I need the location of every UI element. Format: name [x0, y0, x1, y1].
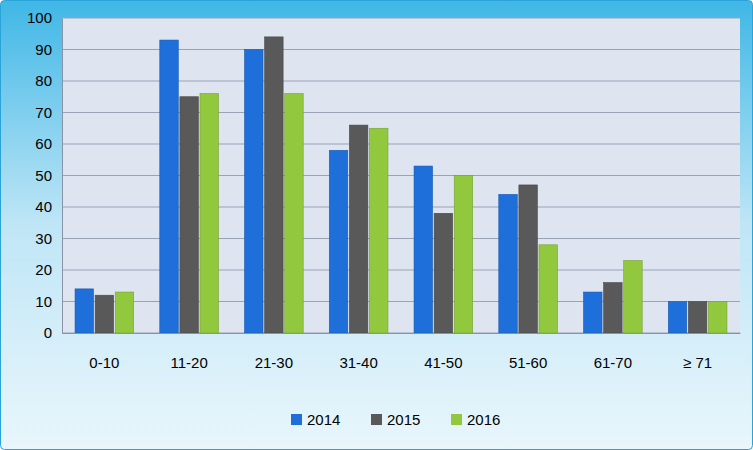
y-tick: 90	[35, 41, 62, 58]
bar	[75, 289, 93, 333]
bar	[265, 37, 283, 333]
bar	[115, 292, 133, 333]
y-tick: 40	[35, 198, 62, 215]
y-tick: 100	[27, 9, 62, 26]
x-tick: 0-10	[89, 333, 119, 371]
x-tick: ≥ 71	[683, 333, 712, 371]
y-axis: 0 10 20 30 40 50 60 70 80 90 100	[27, 9, 63, 341]
bar	[454, 176, 472, 334]
x-tick-label: 31-40	[339, 354, 377, 371]
x-tick-label: 41-50	[424, 354, 462, 371]
y-axis-line	[62, 19, 63, 334]
y-tick-label: 80	[35, 72, 52, 89]
legend-swatch	[291, 414, 302, 425]
plot-area	[62, 18, 740, 333]
y-tick: 0	[44, 324, 62, 341]
legend-label: 2014	[307, 411, 340, 428]
bars	[75, 37, 727, 333]
x-tick-label: 11-20	[170, 354, 207, 371]
bar	[95, 295, 113, 333]
legend: 2014 2015 2016	[291, 411, 500, 428]
bar	[584, 292, 602, 333]
bar	[160, 40, 178, 333]
series	[95, 37, 707, 333]
legend-swatch	[451, 414, 462, 425]
grid-line	[62, 18, 740, 19]
legend-item: 2016	[451, 411, 500, 428]
x-axis-line	[63, 333, 741, 334]
x-tick: 21-30	[255, 333, 293, 371]
x-tick: 61-70	[594, 333, 632, 371]
legend-item: 2015	[371, 411, 420, 428]
bar	[499, 194, 517, 333]
bar	[245, 50, 263, 334]
x-axis: 0-10 11-20 21-30 31-40 41-50 51-60 61-70 ≥ 71	[63, 333, 741, 371]
y-tick-label: 90	[35, 41, 52, 58]
legend-swatch	[371, 414, 382, 425]
x-tick-label: 21-30	[255, 354, 293, 371]
y-tick: 30	[35, 230, 62, 247]
x-tick: 51-60	[509, 333, 547, 371]
legend-label: 2016	[467, 411, 500, 428]
x-tick-label: ≥ 71	[683, 354, 712, 371]
bar	[604, 283, 622, 333]
y-tick: 80	[35, 72, 62, 89]
y-tick-label: 0	[44, 324, 52, 341]
bar	[668, 302, 686, 334]
series	[115, 94, 727, 333]
bar	[519, 185, 537, 333]
background	[1, 1, 753, 450]
series	[75, 40, 687, 333]
y-tick-label: 60	[35, 135, 52, 152]
bar	[349, 125, 367, 333]
chart: 0 10 20 30 40 50 60 70 80 90 100 0-10 11-20 21-30 31-4…	[0, 0, 753, 450]
x-tick: 31-40	[339, 333, 377, 371]
legend-label: 2015	[387, 411, 420, 428]
y-tick: 60	[35, 135, 62, 152]
x-tick: 11-20	[170, 333, 207, 371]
y-tick-label: 40	[35, 198, 52, 215]
x-tick-label: 61-70	[594, 354, 632, 371]
plot: 0 10 20 30 40 50 60 70 80 90 100 0-10 11-20 21-30 31-4…	[27, 9, 741, 370]
bar	[688, 302, 706, 334]
x-tick-label: 0-10	[89, 354, 119, 371]
bar	[285, 94, 303, 333]
bar	[414, 166, 432, 333]
y-tick: 10	[35, 293, 62, 310]
y-tick-label: 100	[27, 9, 52, 26]
y-tick: 70	[35, 104, 62, 121]
y-tick: 50	[35, 167, 62, 184]
y-tick-label: 70	[35, 104, 52, 121]
bar	[539, 245, 557, 333]
bar	[180, 97, 198, 333]
y-tick: 20	[35, 261, 62, 278]
y-tick-label: 20	[35, 261, 52, 278]
y-tick-label: 50	[35, 167, 52, 184]
x-tick-label: 51-60	[509, 354, 547, 371]
bar	[434, 213, 452, 333]
x-tick: 41-50	[424, 333, 462, 371]
grid	[62, 18, 740, 333]
legend-item: 2014	[291, 411, 340, 428]
bar	[329, 150, 347, 333]
bar	[369, 128, 387, 333]
y-tick-label: 30	[35, 230, 52, 247]
bar	[624, 261, 642, 333]
bar	[708, 302, 726, 334]
y-tick-label: 10	[35, 293, 52, 310]
bar	[200, 94, 218, 333]
